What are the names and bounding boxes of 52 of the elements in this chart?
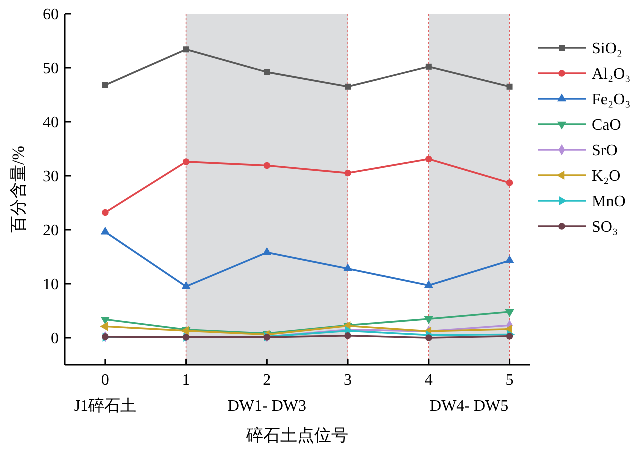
text: J1碎石土 <box>74 397 137 415</box>
x-tick-label: 2 <box>263 372 272 389</box>
y-tick-label: 10 <box>43 276 59 294</box>
point <box>505 309 514 318</box>
legend-label: K₂O <box>592 168 621 186</box>
point <box>262 247 272 256</box>
point <box>264 69 270 76</box>
point <box>506 333 514 340</box>
point <box>426 156 432 163</box>
band-label: DW1- DW3 <box>228 398 306 415</box>
band-label: DW4- DW5 <box>430 398 509 415</box>
point <box>424 316 434 324</box>
point <box>100 317 110 325</box>
point <box>182 158 190 166</box>
point <box>506 180 514 186</box>
point <box>102 82 108 88</box>
legend-label: SrO <box>592 142 618 160</box>
point <box>505 256 514 264</box>
point <box>102 209 109 216</box>
y-tick-label: 0 <box>51 330 59 348</box>
point <box>100 322 108 332</box>
x-tick-label: 1 <box>182 372 190 389</box>
legend-label: Fe₂O₃ <box>592 92 631 109</box>
point <box>504 324 512 334</box>
point <box>344 170 352 177</box>
legend-label: MnO <box>592 194 626 211</box>
point <box>345 84 352 90</box>
legend-label: CaO <box>592 117 622 134</box>
y-tick-label: 30 <box>43 168 59 186</box>
legend-label: Al₂O₃ <box>592 66 631 84</box>
x-tick-label: 5 <box>506 372 514 389</box>
point <box>424 280 434 288</box>
point <box>100 226 110 235</box>
x-tick-label: 3 <box>344 372 352 389</box>
legend-label: SO₃ <box>592 219 618 236</box>
y-tick-label: 60 <box>43 6 59 24</box>
x-tick-label: 4 <box>424 372 433 389</box>
x-tick-label: 0 <box>101 372 110 389</box>
point <box>426 334 432 342</box>
point <box>183 46 190 53</box>
point <box>344 332 352 340</box>
point <box>264 162 271 170</box>
point <box>182 281 191 290</box>
y-axis-title: 百分含量/% <box>9 146 28 233</box>
y-tick-label: 20 <box>43 222 59 240</box>
point <box>426 64 432 70</box>
y-tick-label: 50 <box>43 60 59 78</box>
point <box>343 264 353 272</box>
legend-label: SiO₂ <box>592 40 622 58</box>
point <box>506 84 513 90</box>
y-tick-label: 40 <box>43 114 59 132</box>
x-axis-title: 碎石土点位号 <box>246 426 348 445</box>
